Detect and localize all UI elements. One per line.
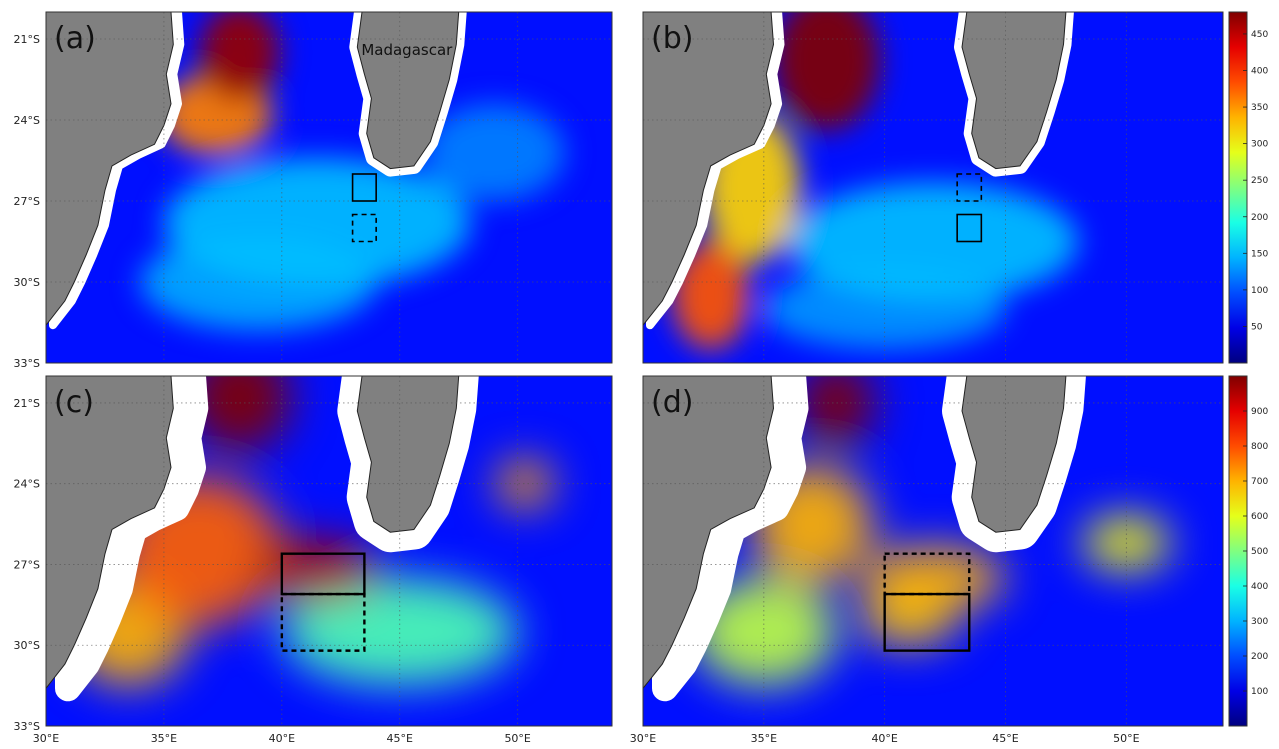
colorbar-tick-label: 100 [1251,286,1268,296]
x-tick-label: 50°E [1113,732,1139,745]
panel-label: (a) [54,21,96,56]
map-panel: (d) [642,375,1224,727]
y-tick-label: 24°S [14,114,40,127]
dashed-box [280,592,366,652]
field-hotspot [860,545,1006,611]
field-hotspot [773,12,880,131]
panel-frame [642,11,1224,364]
panel-frame [45,375,613,727]
y-tick-label: 27°S [14,558,40,571]
field-hotspot [163,157,471,288]
x-tick-label: 35°E [151,732,177,745]
place-label-madagascar: Madagascar [361,41,453,59]
colorbar-tick-label: 200 [1251,652,1268,662]
map-panel: (a) Madagascar [45,11,613,364]
africa-land [46,376,174,690]
field-hotspot [187,376,292,452]
solid-box [883,592,971,652]
panel-label: (c) [54,385,94,420]
map-panel: (c) [45,375,613,727]
colorbar-tick-label: 800 [1251,442,1268,452]
madagascar-land [356,376,460,533]
dashed-box [351,213,377,243]
colorbar-tick-label: 450 [1251,30,1268,40]
africa-land [643,376,775,690]
panel-label: (d) [651,385,693,420]
madagascar-land [961,376,1067,533]
panel-label: (b) [651,21,693,56]
x-tick-label: 40°E [871,732,897,745]
panel-frame [642,375,1224,727]
field-hotspot [255,537,379,603]
axis-labels: 21°S 24°S 27°S 30°S 33°S 21°S 24°S 27°S 30°S 33°S… [14,33,1140,745]
colorbar-tick-label: 200 [1251,213,1268,223]
map-panels: (a) Madagascar (b) (c) (d) [45,11,1224,727]
colorbars: 5010015020025030035040045010020030040050… [1228,11,1268,727]
map-panel: (b) [642,11,1224,364]
colorbar: 100 200 300 400 500 600 700 800 900 [1228,375,1268,727]
colorbar-gradient [1228,11,1248,364]
y-tick-label: 21°S [14,33,40,46]
colorbar-tick-label: 300 [1251,140,1268,150]
solid-box [351,173,377,202]
x-tick-label: 50°E [504,732,530,745]
madagascar-land [961,12,1067,170]
field-hotspot [672,241,750,350]
colorbar-tick-label: 700 [1251,477,1268,487]
x-tick-label: 40°E [269,732,295,745]
colorbar-tick-label: 350 [1251,103,1268,113]
y-tick-label: 33°S [14,357,40,370]
x-tick-label: 35°E [751,732,777,745]
madagascar-land [356,12,460,170]
x-tick-label: 30°E [630,732,656,745]
y-tick-label: 21°S [14,397,40,410]
colorbar-tick-label: 900 [1251,407,1268,417]
dashed-box [956,173,983,202]
field-hotspot [423,103,565,201]
field-hotspot [788,182,1078,301]
colorbar-tick-label: 250 [1251,176,1268,186]
africa-land [643,12,775,327]
y-tick-label: 30°S [14,639,40,652]
colorbar-tick-label: 600 [1251,512,1268,522]
colorbar-tick-label: 300 [1251,617,1268,627]
x-tick-label: 45°E [387,732,413,745]
field-hotspot [797,376,875,446]
x-tick-label: 30°E [33,732,59,745]
colorbar: 50 100 150 200 250 300 350 400 450 [1228,11,1268,364]
colorbar-tick-label: 400 [1251,67,1268,77]
solid-box [956,213,983,243]
y-tick-label: 33°S [14,720,40,733]
colorbar-tick-label: 100 [1251,687,1268,697]
colorbar-tick-label: 50 [1251,322,1263,332]
x-tick-label: 45°E [992,732,1018,745]
africa-land [46,12,174,327]
solid-box [280,552,366,596]
y-tick-label: 27°S [14,195,40,208]
field-hotspot [691,577,837,686]
field-hotspot [281,577,518,686]
y-tick-label: 30°S [14,276,40,289]
colorbar-tick-label: 400 [1251,582,1268,592]
colorbar-tick-label: 150 [1251,249,1268,259]
field-hotspot [496,459,554,508]
colorbar-tick-label: 500 [1251,547,1268,557]
y-tick-label: 24°S [14,478,40,491]
field-hotspot [199,12,280,102]
dashed-box [883,552,971,596]
panel-frame [45,11,613,364]
